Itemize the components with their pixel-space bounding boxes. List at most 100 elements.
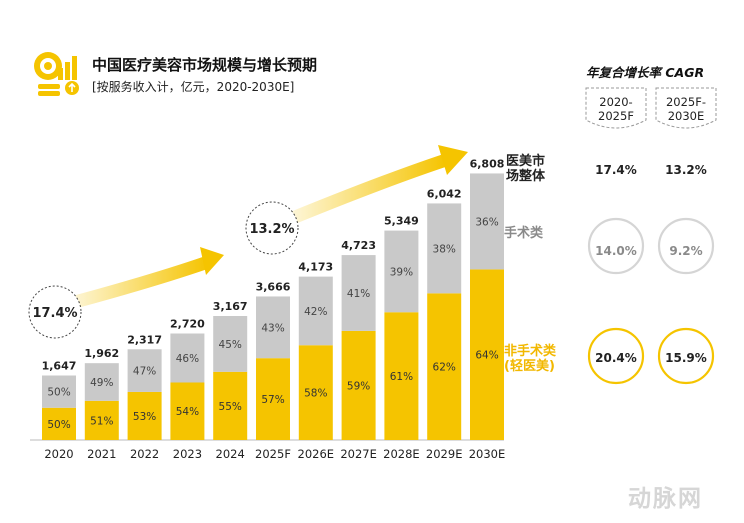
bar-surgical-2028E bbox=[384, 230, 419, 313]
chart-subtitle: [按服务收入计，亿元，2020-2030E] bbox=[92, 80, 295, 94]
total-label-2028E: 5,349 bbox=[384, 215, 419, 228]
label-nonsurgical-2027E: 59% bbox=[347, 380, 370, 392]
category-label-2030E: 2030E bbox=[469, 447, 506, 461]
growth-badge-text-2: 13.2% bbox=[249, 222, 294, 237]
bar-nonsurgical-2022 bbox=[127, 391, 162, 440]
category-label-2020: 2020 bbox=[44, 447, 73, 461]
total-label-2026E: 4,173 bbox=[298, 261, 333, 274]
label-nonsurgical-2030E: 64% bbox=[475, 350, 498, 362]
cagr-circle-2-2 bbox=[657, 327, 715, 385]
label-surgical-2027E: 41% bbox=[347, 288, 370, 300]
category-label-2029E: 2029E bbox=[426, 447, 463, 461]
label-nonsurgical-2024: 55% bbox=[219, 401, 242, 413]
label-nonsurgical-2028E: 61% bbox=[390, 371, 413, 383]
bar-nonsurgical-2020 bbox=[42, 407, 76, 440]
label-nonsurgical-2025F: 57% bbox=[261, 394, 284, 406]
total-label-2020: 1,647 bbox=[42, 360, 77, 373]
cagr-nonsurgical-1: 20.4% bbox=[595, 351, 637, 365]
bar-nonsurgical-2024 bbox=[213, 371, 248, 440]
total-label-2024: 3,167 bbox=[213, 300, 248, 313]
segment-label-nonsurgical: 非手术类 (轻医美) bbox=[504, 344, 556, 374]
cagr-total-2: 13.2% bbox=[665, 163, 707, 177]
growth-arrow-1 bbox=[58, 247, 224, 313]
chart-title: 中国医疗美容市场规模与增长预期 bbox=[92, 56, 318, 74]
total-label-2022: 2,317 bbox=[127, 333, 162, 346]
segment-label-total: 医美市 场整体 bbox=[506, 154, 545, 184]
bar-surgical-2022 bbox=[127, 349, 162, 392]
bar-surgical-2023 bbox=[170, 333, 205, 383]
category-label-2024: 2024 bbox=[216, 447, 245, 461]
segment-label-nonsurgical-line1: 非手术类 bbox=[504, 344, 557, 359]
cagr-surgical-1: 14.0% bbox=[595, 244, 637, 258]
cagr-circle-1-1 bbox=[587, 217, 645, 275]
bar-surgical-2027E bbox=[341, 255, 376, 331]
label-surgical-2026E: 42% bbox=[304, 306, 327, 318]
bar-nonsurgical-2025F bbox=[256, 358, 290, 440]
category-label-2021: 2021 bbox=[87, 447, 116, 461]
total-label-2027E: 4,723 bbox=[341, 239, 376, 252]
bar-surgical-2026E bbox=[298, 276, 333, 346]
cagr-circle-2-1 bbox=[587, 327, 645, 385]
cagr-period-1: 2020- 2025F bbox=[586, 95, 646, 123]
segment-label-total-line1: 医美市 bbox=[506, 154, 546, 169]
bar-surgical-2030E bbox=[470, 173, 504, 270]
bar-nonsurgical-2023 bbox=[170, 382, 205, 440]
bar-surgical-2021 bbox=[84, 363, 119, 401]
bar-surgical-2025F bbox=[256, 296, 290, 359]
period-box-2 bbox=[655, 87, 717, 129]
bar-surgical-2024 bbox=[213, 315, 248, 372]
segment-label-nonsurgical-line2: (轻医美) bbox=[504, 359, 555, 374]
label-surgical-2025F: 43% bbox=[261, 322, 284, 334]
cagr-title: 年复合增长率 CAGR bbox=[586, 65, 705, 80]
label-surgical-2030E: 36% bbox=[475, 216, 498, 228]
watermark: 动脉网 bbox=[628, 486, 703, 512]
total-label-2029E: 6,042 bbox=[427, 187, 462, 200]
label-surgical-2028E: 39% bbox=[390, 266, 413, 278]
label-nonsurgical-2023: 54% bbox=[176, 406, 199, 418]
total-label-2021: 1,962 bbox=[84, 347, 119, 360]
bar-nonsurgical-2026E bbox=[298, 345, 333, 440]
growth-badge-2 bbox=[245, 201, 299, 255]
growth-arrow-2 bbox=[275, 145, 468, 231]
label-surgical-2022: 47% bbox=[133, 366, 156, 378]
category-label-2025F: 2025F bbox=[255, 447, 291, 461]
bar-nonsurgical-2029E bbox=[427, 293, 462, 440]
label-surgical-2029E: 38% bbox=[433, 243, 456, 255]
category-label-2022: 2022 bbox=[130, 447, 159, 461]
cagr-circle-1-2 bbox=[657, 217, 715, 275]
period-2-start: 2025F- bbox=[665, 95, 707, 109]
label-nonsurgical-2026E: 58% bbox=[304, 388, 327, 400]
label-surgical-2024: 45% bbox=[219, 339, 242, 351]
growth-chart-icon bbox=[34, 52, 79, 96]
category-label-2027E: 2027E bbox=[340, 447, 377, 461]
growth-badge-1 bbox=[28, 285, 82, 339]
label-surgical-2020: 50% bbox=[47, 387, 70, 399]
cagr-surgical-2: 9.2% bbox=[669, 244, 703, 258]
segment-label-surgical-line1: 手术类 bbox=[504, 226, 544, 241]
period-2-end: 2030E bbox=[667, 109, 705, 123]
cagr-total-1: 17.4% bbox=[595, 163, 637, 177]
period-1-end: 2025F bbox=[598, 109, 634, 123]
label-nonsurgical-2022: 53% bbox=[133, 411, 156, 423]
category-label-2023: 2023 bbox=[173, 447, 202, 461]
period-box-1 bbox=[585, 87, 647, 129]
growth-badge-text-1: 17.4% bbox=[32, 306, 77, 321]
period-1-start: 2020- bbox=[599, 95, 633, 109]
total-label-2025F: 3,666 bbox=[256, 280, 291, 293]
label-nonsurgical-2020: 50% bbox=[47, 419, 70, 431]
category-label-2026E: 2026E bbox=[298, 447, 335, 461]
segment-label-surgical: 手术类 bbox=[504, 226, 543, 241]
bar-nonsurgical-2021 bbox=[84, 400, 119, 440]
bar-surgical-2020 bbox=[42, 375, 76, 408]
cagr-nonsurgical-2: 15.9% bbox=[665, 351, 707, 365]
label-nonsurgical-2021: 51% bbox=[90, 415, 113, 427]
label-nonsurgical-2029E: 62% bbox=[433, 362, 456, 374]
segment-label-total-line2: 场整体 bbox=[506, 169, 546, 184]
total-label-2030E: 6,808 bbox=[470, 157, 505, 170]
bar-nonsurgical-2030E bbox=[470, 269, 504, 440]
cagr-period-2: 2025F- 2030E bbox=[656, 95, 716, 123]
category-label-2028E: 2028E bbox=[383, 447, 420, 461]
bar-surgical-2029E bbox=[427, 203, 462, 294]
